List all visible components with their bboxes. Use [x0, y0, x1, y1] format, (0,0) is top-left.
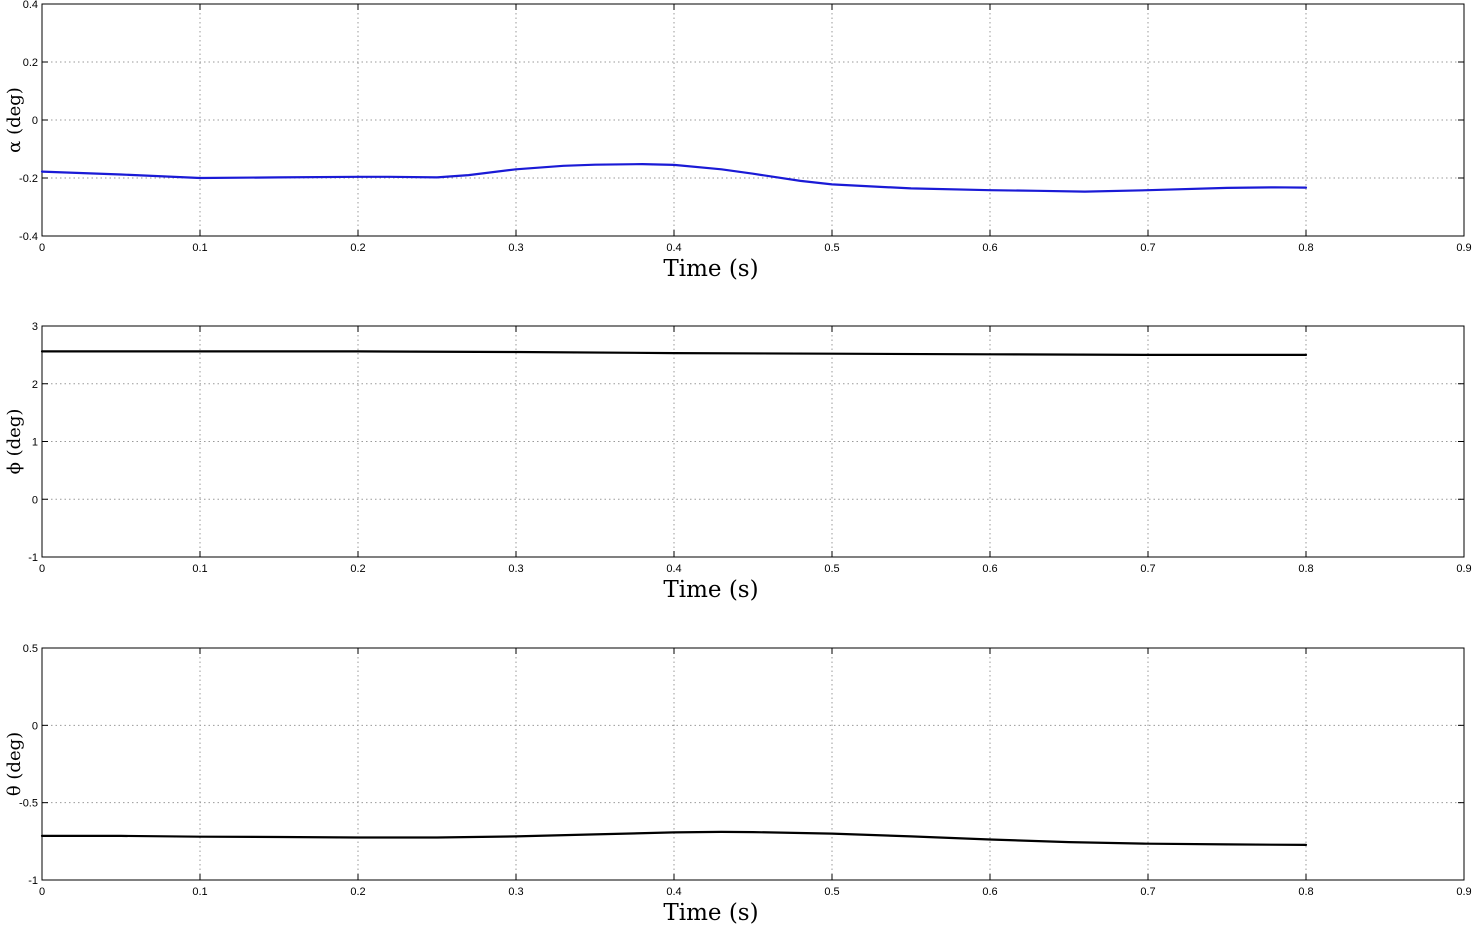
- x-tick-label: 0.1: [192, 563, 207, 575]
- y-tick-label: -1: [28, 552, 38, 564]
- x-tick-label: 0.9: [1456, 242, 1471, 254]
- x-tick-label: 0.4: [666, 886, 681, 898]
- y-tick-label: 2: [32, 379, 38, 391]
- x-tick-label: 0: [39, 886, 45, 898]
- x-tick-label: 0.2: [350, 563, 365, 575]
- x-tick-label: 0.2: [350, 242, 365, 254]
- y-tick-label: 0: [32, 720, 38, 732]
- x-tick-label: 0.4: [666, 242, 681, 254]
- x-tick-label: 0.3: [508, 563, 523, 575]
- x-tick-label: 0.1: [192, 886, 207, 898]
- x-tick-label: 0.3: [508, 242, 523, 254]
- x-tick-label: 0.7: [1140, 242, 1155, 254]
- y-tick-label: 1: [32, 437, 38, 449]
- x-tick-label: 0.8: [1298, 242, 1313, 254]
- x-axis-title: Time (s): [663, 900, 758, 926]
- x-tick-label: 0.8: [1298, 886, 1313, 898]
- y-axis-title: ϕ (deg): [4, 409, 25, 475]
- theta-series-line: [40, 830, 1308, 847]
- y-tick-label: 3: [32, 321, 38, 333]
- x-tick-label: 0.6: [982, 563, 997, 575]
- x-tick-label: 0.3: [508, 886, 523, 898]
- y-tick-label: -0.5: [19, 798, 38, 810]
- y-tick-label: 0: [32, 115, 38, 127]
- x-tick-label: 0.4: [666, 563, 681, 575]
- x-tick-label: 0.5: [824, 563, 839, 575]
- x-tick-label: 0: [39, 563, 45, 575]
- y-tick-label: 0.2: [23, 57, 38, 69]
- x-tick-label: 0.9: [1456, 563, 1471, 575]
- x-tick-label: 0: [39, 242, 45, 254]
- x-tick-label: 0.7: [1140, 886, 1155, 898]
- x-tick-label: 0.5: [824, 242, 839, 254]
- plot-frame: [41, 647, 1465, 881]
- x-tick-label: 0.8: [1298, 563, 1313, 575]
- x-tick-label: 0.2: [350, 886, 365, 898]
- x-tick-label: 0.6: [982, 886, 997, 898]
- x-axis-title: Time (s): [663, 256, 758, 282]
- x-tick-label: 0.7: [1140, 563, 1155, 575]
- phi-series-line: [40, 350, 1308, 356]
- x-axis-title: Time (s): [663, 577, 758, 603]
- x-tick-label: 0.5: [824, 886, 839, 898]
- y-tick-label: 0: [32, 494, 38, 506]
- y-axis-title: α (deg): [4, 87, 25, 153]
- x-tick-label: 0.1: [192, 242, 207, 254]
- x-tick-label: 0.6: [982, 242, 997, 254]
- y-tick-label: -0.2: [19, 173, 38, 185]
- theta-plot: 0 0.1 0.2 0.3 0.4 0.5 0.6 0.7 0.8 0.9 -1 -0.5 0 0.5 Ti…: [4, 643, 1472, 926]
- alpha-series-line: [40, 163, 1308, 193]
- alpha-plot: 0 0.1 0.2 0.3 0.4 0.5 0.6 0.7 0.8 0.9 -0.4 -0.2 0 0.2…: [4, 0, 1472, 282]
- y-tick-label: 0.4: [23, 0, 38, 11]
- y-axis-title: θ (deg): [4, 732, 25, 796]
- y-tick-label: -0.4: [19, 231, 38, 243]
- y-tick-label: 0.5: [23, 643, 38, 655]
- x-tick-label: 0.9: [1456, 886, 1471, 898]
- y-tick-label: -1: [28, 875, 38, 887]
